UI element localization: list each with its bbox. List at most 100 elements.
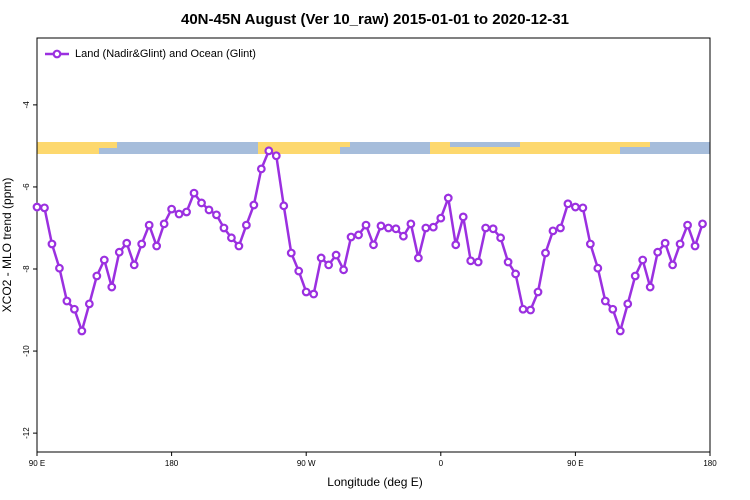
y-tick-label: -12 xyxy=(22,427,31,439)
data-point xyxy=(167,204,177,214)
data-point xyxy=(47,239,57,249)
data-point xyxy=(421,223,431,233)
data-point xyxy=(182,207,191,217)
x-axis-label: Longitude (deg E) xyxy=(327,475,422,489)
chart-title: 40N-45N August (Ver 10_raw) 2015-01-01 t… xyxy=(181,11,569,28)
plot-frame xyxy=(36,37,711,453)
x-tick-label: 90 W xyxy=(297,459,316,468)
x-tick-label: 90 E xyxy=(567,459,583,468)
data-point xyxy=(503,257,513,267)
x-tick-label: 90 E xyxy=(29,459,45,468)
data-point xyxy=(346,232,356,242)
data-point xyxy=(219,223,229,233)
data-point xyxy=(249,200,259,210)
data-point xyxy=(99,255,109,265)
data-point xyxy=(608,304,618,314)
data-point xyxy=(331,250,341,260)
data-point xyxy=(451,240,461,250)
data-point xyxy=(541,248,550,258)
data-point xyxy=(144,220,154,230)
data-point xyxy=(473,257,483,267)
data-point xyxy=(129,260,139,270)
x-tick-label: 180 xyxy=(165,459,179,468)
y-tick-label: -10 xyxy=(22,345,31,357)
data-point xyxy=(638,255,648,265)
data-point xyxy=(443,193,453,203)
data-point xyxy=(339,265,348,275)
data-point xyxy=(114,247,124,257)
data-point xyxy=(92,271,102,281)
data-point xyxy=(369,240,378,250)
x-tick-label: 180 xyxy=(703,459,717,468)
data-point xyxy=(309,289,319,299)
data-point xyxy=(271,151,281,161)
data-point xyxy=(436,213,446,223)
x-tick-label: 0 xyxy=(439,459,444,468)
data-point xyxy=(391,224,401,234)
data-point xyxy=(496,233,506,243)
data-point xyxy=(653,247,663,257)
y-axis-label: XCO2 - MLO trend (ppm) xyxy=(0,178,14,313)
data-point xyxy=(548,226,558,236)
data-point xyxy=(301,287,311,297)
data-point xyxy=(668,260,678,270)
data-point xyxy=(511,269,520,279)
data-point xyxy=(376,221,386,231)
data-point xyxy=(585,239,595,249)
data-point xyxy=(212,210,221,220)
data-point xyxy=(40,203,49,213)
data-point xyxy=(197,198,206,208)
data-point xyxy=(77,326,87,336)
data-point xyxy=(204,205,214,215)
data-point xyxy=(241,220,251,230)
data-point xyxy=(189,188,199,198)
data-point xyxy=(593,263,603,273)
data-point xyxy=(122,238,132,248)
y-tick-label: -4 xyxy=(22,101,31,109)
data-point xyxy=(481,223,491,233)
data-point xyxy=(256,164,266,174)
data-point xyxy=(234,241,244,251)
data-point xyxy=(174,209,184,219)
data-point xyxy=(354,230,363,240)
data-point xyxy=(324,260,334,270)
data-point xyxy=(294,266,304,276)
data-point xyxy=(406,219,416,229)
data-point xyxy=(698,219,707,229)
data-point xyxy=(533,287,543,297)
data-point xyxy=(152,241,162,251)
data-point xyxy=(488,224,498,234)
data-point xyxy=(84,299,94,309)
data-point xyxy=(62,296,72,306)
data-point xyxy=(526,305,535,315)
data-point xyxy=(399,231,408,241)
legend-label: Land (Nadir&Glint) and Ocean (Glint) xyxy=(75,48,256,60)
data-point xyxy=(361,220,371,230)
data-point xyxy=(518,304,528,314)
data-point xyxy=(660,238,670,248)
data-point xyxy=(563,199,573,209)
data-point xyxy=(615,326,625,336)
data-point xyxy=(69,304,79,314)
data-point xyxy=(413,253,423,263)
data-point xyxy=(556,223,565,233)
data-point xyxy=(264,146,274,156)
data-point xyxy=(32,202,42,212)
data-point xyxy=(428,222,438,232)
data-point xyxy=(159,219,169,229)
data-point xyxy=(578,203,588,213)
data-point xyxy=(137,239,147,249)
data-point xyxy=(384,223,393,233)
data-point xyxy=(279,201,289,211)
data-point xyxy=(227,233,236,243)
data-point xyxy=(690,241,700,251)
data-point xyxy=(107,282,117,292)
y-tick-label: -6 xyxy=(22,183,31,191)
data-point xyxy=(458,212,468,222)
data-point xyxy=(675,239,685,249)
data-point xyxy=(600,296,610,306)
legend-marker xyxy=(52,49,62,59)
data-point xyxy=(55,263,64,273)
data-point xyxy=(286,248,296,258)
